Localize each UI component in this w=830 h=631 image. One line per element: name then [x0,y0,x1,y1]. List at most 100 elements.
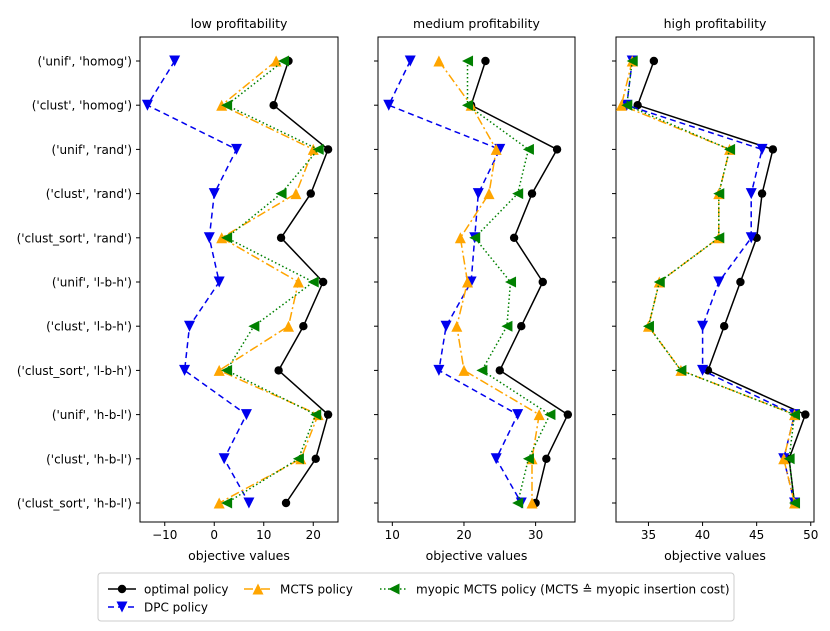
data-point [538,277,547,287]
data-point [184,320,195,332]
data-point [281,498,291,508]
data-point [221,497,233,509]
panel-title: high profitability [664,16,767,31]
data-point [481,56,490,66]
series-line-dpc-policy [626,60,796,504]
data-point [213,497,225,509]
data-point [458,364,470,376]
data-point [527,189,537,198]
x-axis-ticks: 10 20 30 [385,522,543,542]
series-line-myopic-mcts-policy [225,60,319,504]
data-point [231,143,243,155]
y-axis-tick-labels: ('unif', 'homog') ('clust', 'homog') ('uni… [17,55,132,511]
data-point [454,232,466,244]
data-point [713,188,725,200]
series-line-dpc-policy [146,60,250,504]
legend: optimal policy DPC policy MCTS policy myopi… [97,572,735,622]
data-point [512,409,524,421]
x-tick-label: 40 [695,528,710,542]
series-group [615,55,810,509]
y-tick-label: ('clust', 'rand') [46,187,132,201]
legend-label: DPC policy [144,601,208,615]
data-point [719,322,729,331]
y-axis-ticks [374,60,378,504]
x-tick-label: 10 [256,528,271,542]
data-point [768,145,778,154]
data-point [642,320,654,332]
data-point [757,189,767,198]
x-tick-label: 35 [641,528,656,542]
data-point [269,101,278,110]
x-axis-ticks: 35 40 45 50 [641,522,818,542]
data-point [141,99,153,111]
data-point [221,232,233,244]
axes-frame [377,36,576,523]
data-point [789,409,801,421]
data-point [713,232,725,244]
data-point [310,409,322,421]
data-point [522,453,534,465]
data-point [462,99,474,111]
y-tick-label: ('clust', 'l-b-h') [46,320,132,334]
axes-frame [615,36,815,523]
data-point [221,99,233,111]
legend-label: myopic MCTS policy (MCTS ≙ myopic insert… [416,583,730,597]
series-line-mcts-policy [218,60,319,504]
series-line-myopic-mcts-policy [626,60,796,504]
y-tick-label: ('clust', 'h-b-l') [46,452,132,466]
data-point [697,320,709,332]
x-tick-label: 45 [749,528,764,542]
data-point [312,143,324,155]
series-line-optimal-policy [470,60,569,504]
data-point [433,55,445,67]
y-tick-label: ('unif', 'rand') [52,143,132,157]
y-tick-label: ('unif', 'h-b-l') [52,408,132,422]
data-point [745,188,757,200]
y-axis-ticks [136,60,140,504]
data-point [213,276,225,288]
data-point [383,99,395,111]
data-point [713,276,725,288]
data-point [440,320,452,332]
data-point [649,56,659,66]
data-point [675,364,687,376]
legend-marker [252,583,264,595]
x-tick-label: −10 [152,528,177,542]
data-point [563,410,573,419]
x-axis-ticks: −10 0 10 20 [152,522,321,542]
data-point [512,188,524,200]
legend-item: MCTS policy [244,583,353,597]
data-point [243,497,255,509]
data-point [292,276,304,288]
legend-label: optimal policy [144,583,229,597]
data-point [544,409,556,421]
data-point [756,143,768,155]
data-point [745,232,757,244]
data-point [203,232,215,244]
legend-label: MCTS policy [280,583,353,597]
panel-title: low profitability [191,16,288,31]
data-point [517,322,526,331]
data-point [292,453,304,465]
data-point [276,233,286,242]
data-point [509,233,519,242]
x-tick-label: 0 [210,528,218,542]
legend-frame [97,572,735,622]
data-point [451,320,463,332]
data-point [495,366,504,375]
data-point [542,454,551,463]
data-point [621,99,633,111]
data-point [169,55,181,67]
data-point [626,55,638,67]
data-point [472,188,484,200]
data-point [221,364,233,376]
panel-high-profitability: high profitability objective values 35 40… [612,16,818,563]
data-point [483,188,495,200]
data-point [697,364,709,376]
data-point [248,320,260,332]
series-group [383,55,573,509]
data-point [306,189,315,198]
y-tick-label: ('clust_sort', 'l-b-h') [17,364,132,378]
data-point [433,364,445,376]
